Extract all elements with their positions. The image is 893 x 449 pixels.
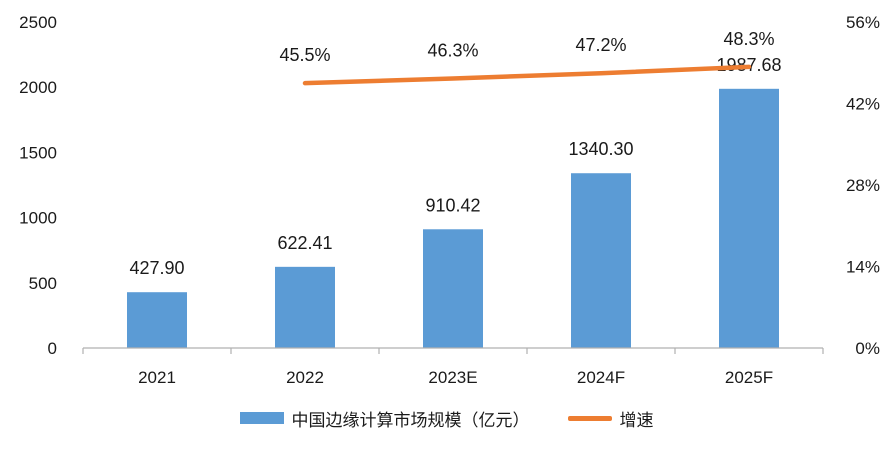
bar-data-label: 622.41 — [277, 233, 332, 253]
y-left-tick-label: 1500 — [19, 143, 57, 162]
y-left-tick-label: 0 — [48, 339, 57, 358]
y-left-tick-label: 2500 — [19, 13, 57, 32]
growth-data-label: 45.5% — [279, 45, 330, 65]
y-right-tick-label: 0% — [855, 339, 880, 358]
y-left-tick-label: 1000 — [19, 209, 57, 228]
legend-item-growth: 增速 — [567, 406, 654, 431]
bar — [127, 292, 187, 348]
y-right-tick-label: 56% — [846, 13, 880, 32]
legend-item-market-size: 中国边缘计算市场规模（亿元） — [239, 406, 530, 431]
legend-bar-swatch — [239, 412, 284, 424]
legend-label-market-size: 中国边缘计算市场规模（亿元） — [291, 410, 530, 431]
bar-data-label: 910.42 — [425, 195, 480, 215]
growth-data-label: 46.3% — [427, 40, 478, 60]
legend-line-swatch — [567, 415, 612, 421]
legend-label-growth: 增速 — [619, 410, 654, 431]
growth-data-label: 48.3% — [723, 29, 774, 49]
y-left-tick-label: 500 — [29, 274, 57, 293]
combo-chart: 0 500 1000 1500 2000 2500 0% 14% 28% 42% 56% 427.90… — [19, 13, 880, 387]
x-tick-label: 2022 — [286, 368, 324, 387]
y-left-tick-label: 2000 — [19, 78, 57, 97]
x-tick-label: 2024F — [577, 368, 625, 387]
legend: 中国边缘计算市场规模（亿元） 增速 — [0, 398, 893, 438]
growth-line — [302, 64, 752, 86]
bar — [719, 88, 779, 349]
y-right-tick-label: 28% — [846, 176, 880, 195]
growth-data-label: 47.2% — [575, 35, 626, 55]
bar-data-label: 427.90 — [129, 258, 184, 278]
x-tick-label: 2025F — [725, 368, 773, 387]
bar — [571, 173, 631, 348]
bar — [423, 229, 483, 348]
bar — [275, 266, 335, 348]
y-right-tick-label: 14% — [846, 258, 880, 277]
y-right-tick-label: 42% — [846, 95, 880, 114]
x-tick-label: 2023E — [428, 368, 477, 387]
x-tick-label: 2021 — [138, 368, 176, 387]
bar-data-label: 1340.30 — [568, 139, 633, 159]
